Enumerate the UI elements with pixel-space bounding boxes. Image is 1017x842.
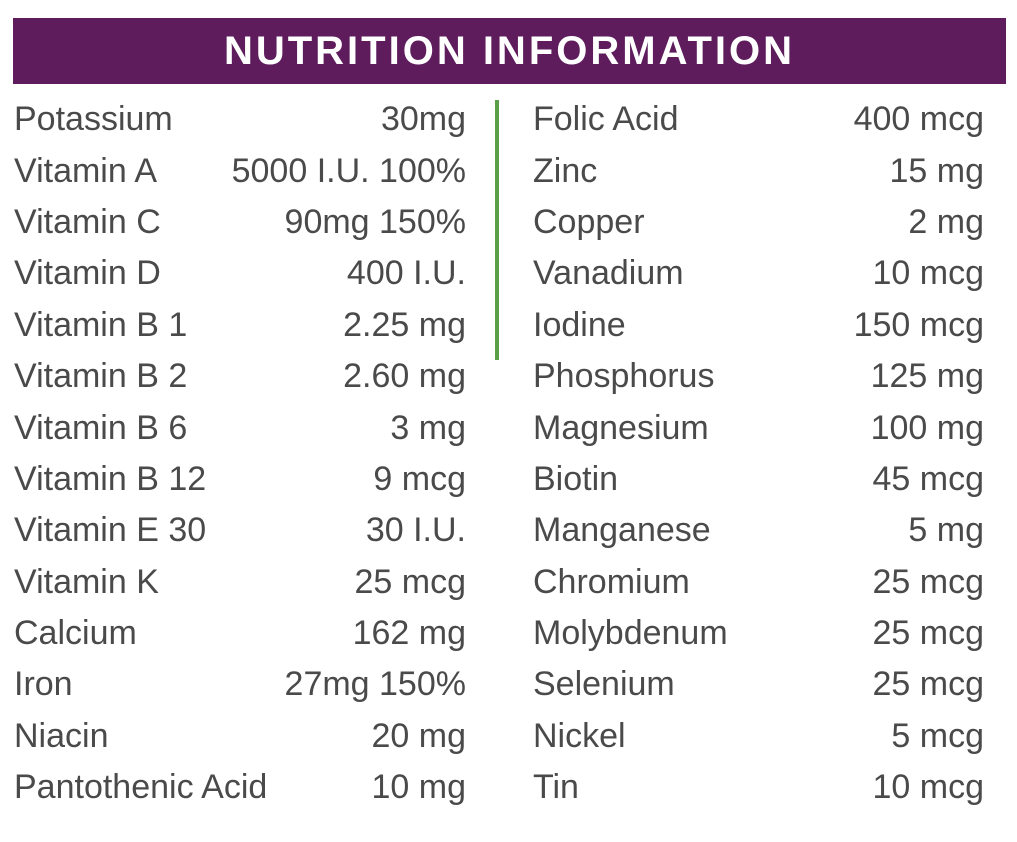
nutrient-row: Vitamin C 90mg 150% xyxy=(14,197,466,248)
nutrient-name: Iron xyxy=(14,665,73,704)
nutrient-name: Phosphorus xyxy=(533,357,715,396)
nutrient-name: Nickel xyxy=(533,716,626,755)
nutrient-name: Molybdenum xyxy=(533,614,728,653)
nutrient-row: Vitamin B 6 3 mg xyxy=(14,402,466,453)
nutrient-row: Folic Acid 400 mcg xyxy=(533,94,984,145)
nutrient-row: Magnesium 100 mg xyxy=(533,402,984,453)
nutrient-row: Vitamin A 5000 I.U. 100% xyxy=(14,145,466,196)
nutrient-name: Niacin xyxy=(14,716,109,755)
nutrient-row: Iron 27mg 150% xyxy=(14,659,466,710)
nutrient-amount: 400 I.U. xyxy=(346,254,466,293)
nutrient-row: Vanadium 10 mcg xyxy=(533,248,984,299)
nutrient-name: Copper xyxy=(533,202,645,241)
nutrient-amount: 125 mg xyxy=(870,357,984,396)
nutrient-row: Pantothenic Acid 10 mg xyxy=(14,762,466,813)
nutrient-amount: 100 mg xyxy=(870,408,984,447)
nutrient-amount: 25 mcg xyxy=(872,614,985,653)
nutrient-amount: 25 mcg xyxy=(872,665,985,704)
nutrient-name: Vitamin B 6 xyxy=(14,408,188,447)
nutrient-amount: 10 mcg xyxy=(872,768,985,807)
nutrient-amount: 400 mcg xyxy=(853,100,984,139)
left-nutrient-column: Potassium 30mg Vitamin A 5000 I.U. 100% Vita… xyxy=(14,94,466,813)
nutrient-amount: 150 mcg xyxy=(853,305,984,344)
nutrient-name: Manganese xyxy=(533,511,711,550)
nutrient-row: Vitamin K 25 mcg xyxy=(14,557,466,608)
nutrient-row: Potassium 30mg xyxy=(14,94,466,145)
nutrient-name: Vitamin E 30 xyxy=(14,511,207,550)
nutrient-amount: 25 mcg xyxy=(354,562,467,601)
nutrient-row: Chromium 25 mcg xyxy=(533,557,984,608)
nutrient-amount: 25 mcg xyxy=(872,562,985,601)
nutrient-row: Vitamin D 400 I.U. xyxy=(14,248,466,299)
nutrient-row: Molybdenum 25 mcg xyxy=(533,608,984,659)
nutrient-row: Vitamin B 12 9 mcg xyxy=(14,454,466,505)
nutrient-amount: 2.25 mg xyxy=(343,305,466,344)
nutrient-amount: 15 mg xyxy=(889,151,985,190)
nutrient-amount: 9 mcg xyxy=(373,459,466,498)
nutrient-amount: 20 mg xyxy=(371,716,467,755)
nutrient-amount: 5 mcg xyxy=(891,716,984,755)
nutrient-amount: 30 I.U. xyxy=(365,511,466,550)
page-title: NUTRITION INFORMATION xyxy=(223,28,796,73)
nutrient-name: Vitamin K xyxy=(14,562,159,601)
nutrient-name: Calcium xyxy=(14,614,137,653)
nutrient-name: Vitamin C xyxy=(14,202,161,241)
nutrient-name: Vitamin B 2 xyxy=(14,357,188,396)
nutrient-amount: 162 mg xyxy=(352,614,466,653)
nutrient-row: Nickel 5 mcg xyxy=(533,711,984,762)
nutrient-amount: 3 mg xyxy=(390,408,466,447)
nutrient-name: Potassium xyxy=(14,100,173,139)
nutrient-row: Phosphorus 125 mg xyxy=(533,351,984,402)
nutrient-row: Selenium 25 mcg xyxy=(533,659,984,710)
nutrient-amount: 5 mg xyxy=(908,511,984,550)
nutrient-row: Vitamin B 1 2.25 mg xyxy=(14,300,466,351)
nutrient-row: Vitamin B 2 2.60 mg xyxy=(14,351,466,402)
nutrient-row: Zinc 15 mg xyxy=(533,145,984,196)
nutrient-name: Biotin xyxy=(533,459,619,498)
nutrient-amount: 2 mg xyxy=(908,202,984,241)
nutrient-name: Iodine xyxy=(533,305,626,344)
nutrition-header: NUTRITION INFORMATION xyxy=(13,18,1006,84)
nutrient-amount: 30mg xyxy=(380,100,466,139)
nutrient-row: Tin 10 mcg xyxy=(533,762,984,813)
nutrient-name: Selenium xyxy=(533,665,675,704)
nutrient-name: Tin xyxy=(533,768,579,807)
nutrient-amount: 90mg 150% xyxy=(284,202,466,241)
nutrient-name: Vitamin B 12 xyxy=(14,459,207,498)
nutrient-row: Vitamin E 30 30 I.U. xyxy=(14,505,466,556)
nutrient-row: Iodine 150 mcg xyxy=(533,300,984,351)
nutrient-amount: 10 mcg xyxy=(872,254,985,293)
nutrient-row: Manganese 5 mg xyxy=(533,505,984,556)
nutrient-amount: 5000 I.U. 100% xyxy=(231,151,466,190)
nutrient-row: Biotin 45 mcg xyxy=(533,454,984,505)
column-divider xyxy=(495,100,499,360)
nutrient-amount: 27mg 150% xyxy=(284,665,466,704)
nutrient-name: Vitamin D xyxy=(14,254,161,293)
nutrient-row: Copper 2 mg xyxy=(533,197,984,248)
nutrient-name: Zinc xyxy=(533,151,598,190)
nutrient-name: Vitamin A xyxy=(14,151,158,190)
nutrient-name: Pantothenic Acid xyxy=(14,768,268,807)
nutrient-amount: 2.60 mg xyxy=(343,357,466,396)
nutrient-name: Chromium xyxy=(533,562,690,601)
nutrient-amount: 45 mcg xyxy=(872,459,985,498)
nutrient-amount: 10 mg xyxy=(371,768,467,807)
nutrient-row: Calcium 162 mg xyxy=(14,608,466,659)
right-nutrient-column: Folic Acid 400 mcg Zinc 15 mg Copper 2 mg Vana… xyxy=(533,94,984,813)
nutrient-name: Folic Acid xyxy=(533,100,679,139)
nutrient-name: Vitamin B 1 xyxy=(14,305,188,344)
nutrient-name: Vanadium xyxy=(533,254,684,293)
nutrient-name: Magnesium xyxy=(533,408,709,447)
nutrient-row: Niacin 20 mg xyxy=(14,711,466,762)
